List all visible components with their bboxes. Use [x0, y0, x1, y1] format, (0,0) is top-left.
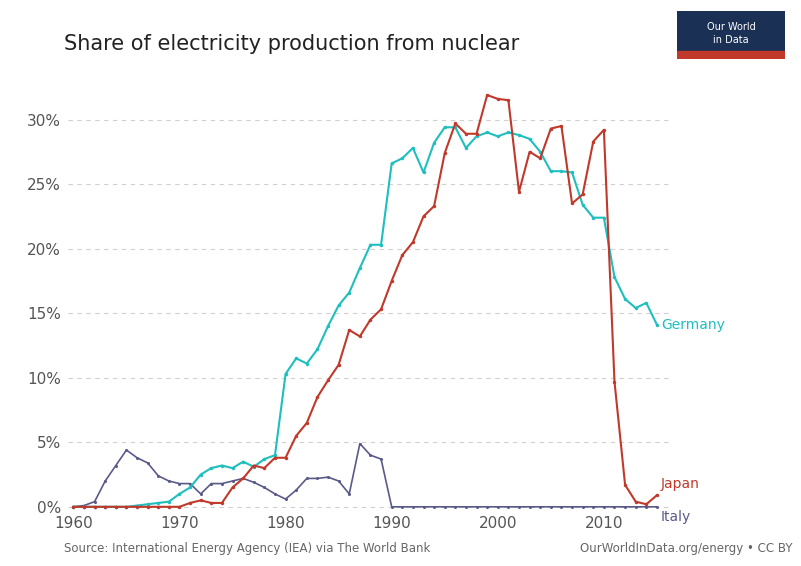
Text: Italy: Italy — [661, 509, 691, 524]
Bar — [677, 51, 785, 59]
Text: Germany: Germany — [661, 318, 725, 332]
Text: OurWorldInData.org/energy • CC BY: OurWorldInData.org/energy • CC BY — [581, 542, 793, 555]
Text: Japan: Japan — [661, 477, 700, 491]
Text: in Data: in Data — [713, 35, 749, 45]
Text: Source: International Energy Agency (IEA) via The World Bank: Source: International Energy Agency (IEA… — [64, 542, 430, 555]
Text: Share of electricity production from nuclear: Share of electricity production from nuc… — [64, 34, 519, 54]
Text: Our World: Our World — [706, 22, 755, 32]
